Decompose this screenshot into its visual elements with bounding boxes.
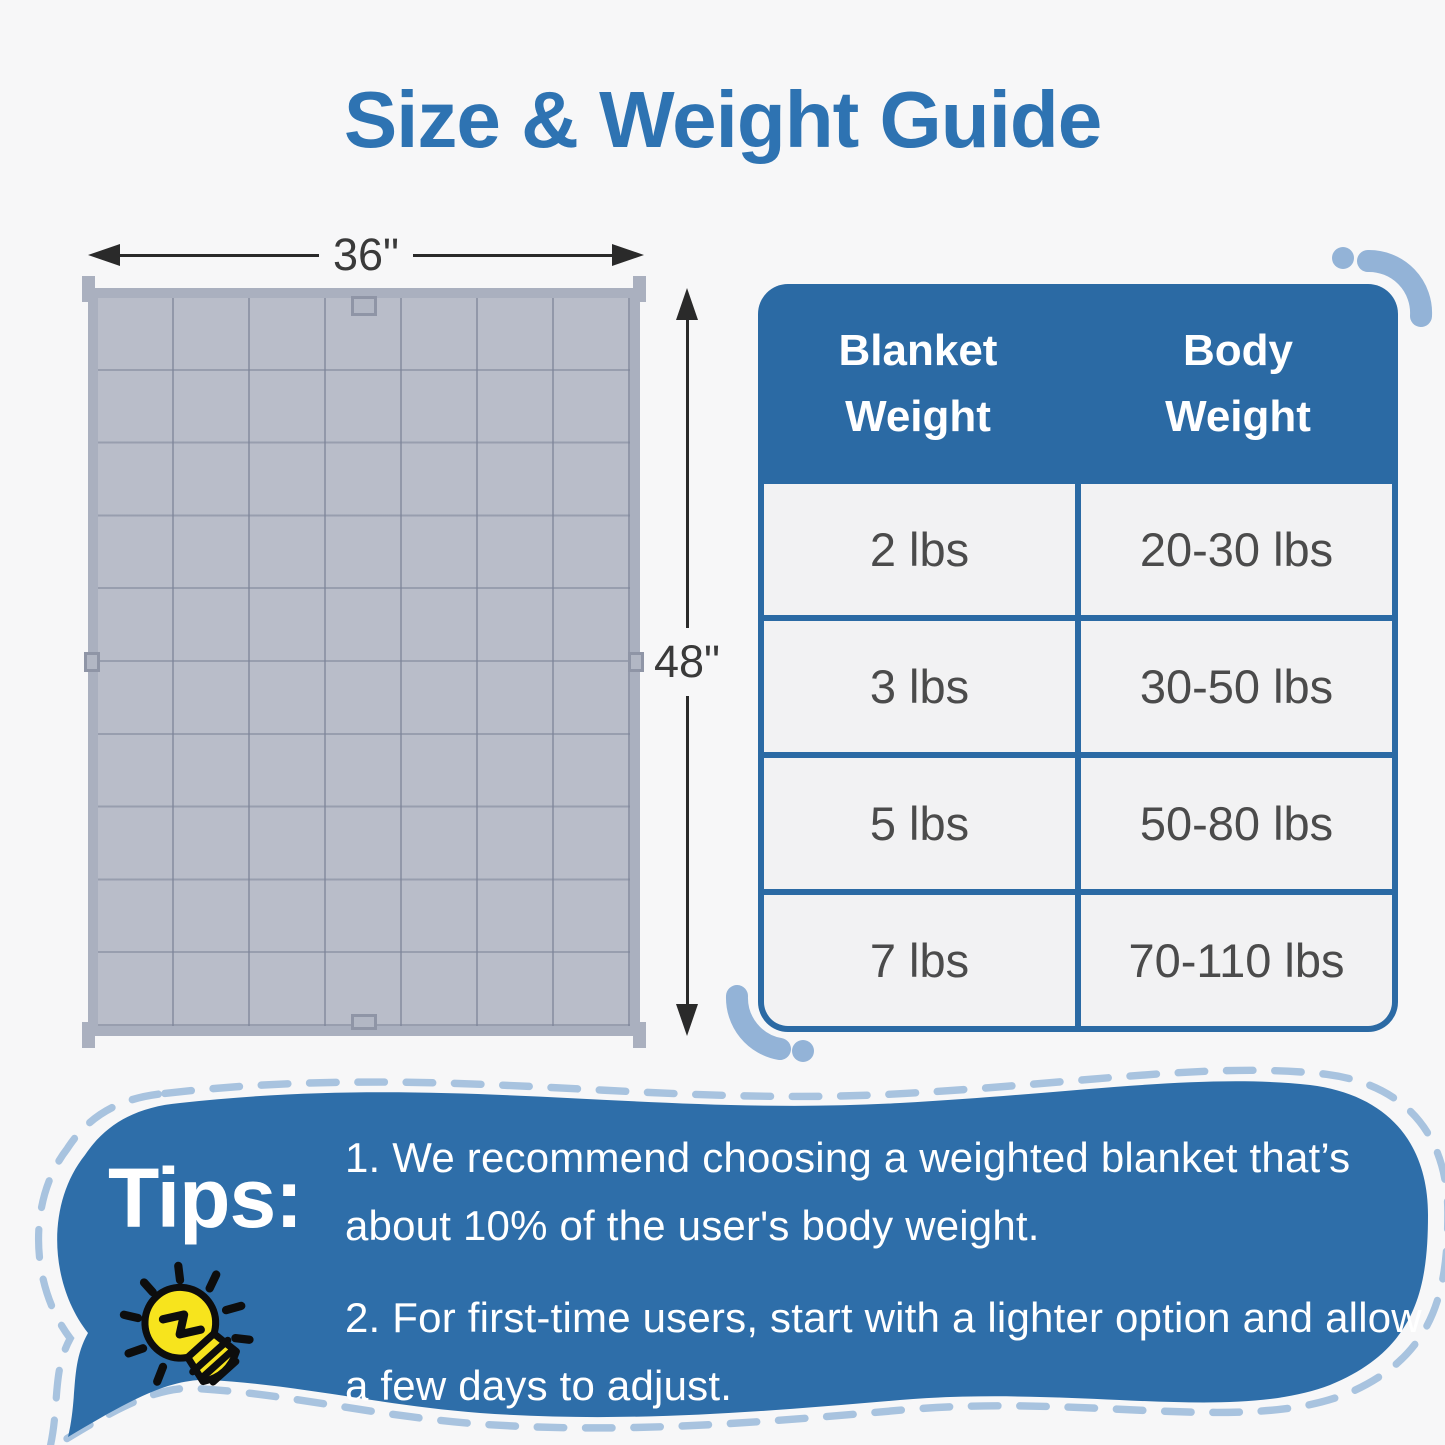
- tips-list: 1. We recommend choosing a weighted blan…: [345, 1124, 1445, 1420]
- blanket-loop: [84, 652, 100, 672]
- table-cell-blanket-weight: 3 lbs: [764, 621, 1075, 752]
- tip-item-1: 1. We recommend choosing a weighted blan…: [345, 1134, 1351, 1250]
- swoosh-dot-icon: [1332, 247, 1354, 269]
- table-cell-body-weight: 70-110 lbs: [1081, 895, 1392, 1026]
- blanket-corner-tab: [82, 1022, 95, 1048]
- table-cell-blanket-weight: 7 lbs: [764, 895, 1075, 1026]
- arrow-line: [685, 696, 689, 1004]
- table-header-row: Blanket Weight Body Weight: [758, 284, 1398, 484]
- table-body: 2 lbs 20-30 lbs 3 lbs 30-50 lbs 5 lbs 50…: [758, 484, 1398, 1032]
- arrow-line: [685, 320, 689, 628]
- height-dimension-label: 48": [653, 636, 721, 687]
- page-title: Size & Weight Guide: [343, 75, 1102, 164]
- arrow-left-icon: [88, 244, 120, 266]
- height-arrow: 48": [652, 288, 722, 1036]
- swoosh-dot-icon: [792, 1040, 814, 1062]
- width-dimension-label: 36": [332, 229, 400, 280]
- table-cell-blanket-weight: 5 lbs: [764, 758, 1075, 889]
- weight-guide-table: Blanket Weight Body Weight 2 lbs 20-30 l…: [758, 284, 1398, 1032]
- arrow-right-icon: [612, 244, 644, 266]
- lightbulb-icon: [119, 1261, 254, 1386]
- blanket-corner-tab: [633, 276, 646, 302]
- weighted-blanket-image: [82, 276, 646, 1048]
- column-header-body-weight: Body Weight: [1165, 326, 1311, 441]
- tips-heading: Tips:: [108, 1151, 303, 1245]
- blanket-corner-tab: [82, 276, 95, 302]
- table-cell-body-weight: 50-80 lbs: [1081, 758, 1392, 889]
- table-cell-blanket-weight: 2 lbs: [764, 484, 1075, 615]
- tip-item-2: 2. For first-time users, start with a li…: [345, 1294, 1422, 1410]
- table-cell-body-weight: 20-30 lbs: [1081, 484, 1392, 615]
- arrow-line: [413, 253, 612, 257]
- table-cell-body-weight: 30-50 lbs: [1081, 621, 1392, 752]
- arrow-up-icon: [676, 288, 698, 320]
- blanket-loop: [351, 1014, 377, 1030]
- blanket-loop: [628, 652, 644, 672]
- blanket-loop: [351, 296, 377, 316]
- column-header-blanket-weight: Blanket Weight: [838, 326, 998, 441]
- width-arrow: 36": [88, 229, 644, 280]
- blanket-corner-tab: [633, 1022, 646, 1048]
- arrow-line: [120, 253, 319, 257]
- arrow-down-icon: [676, 1004, 698, 1036]
